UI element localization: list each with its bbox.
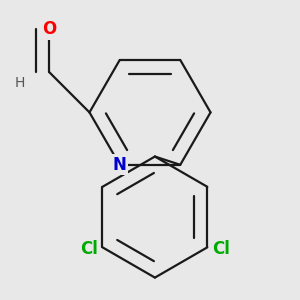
Text: O: O: [42, 20, 56, 38]
Text: Cl: Cl: [212, 240, 230, 258]
Text: H: H: [15, 76, 25, 89]
Text: Cl: Cl: [80, 240, 98, 258]
Text: N: N: [113, 156, 127, 174]
